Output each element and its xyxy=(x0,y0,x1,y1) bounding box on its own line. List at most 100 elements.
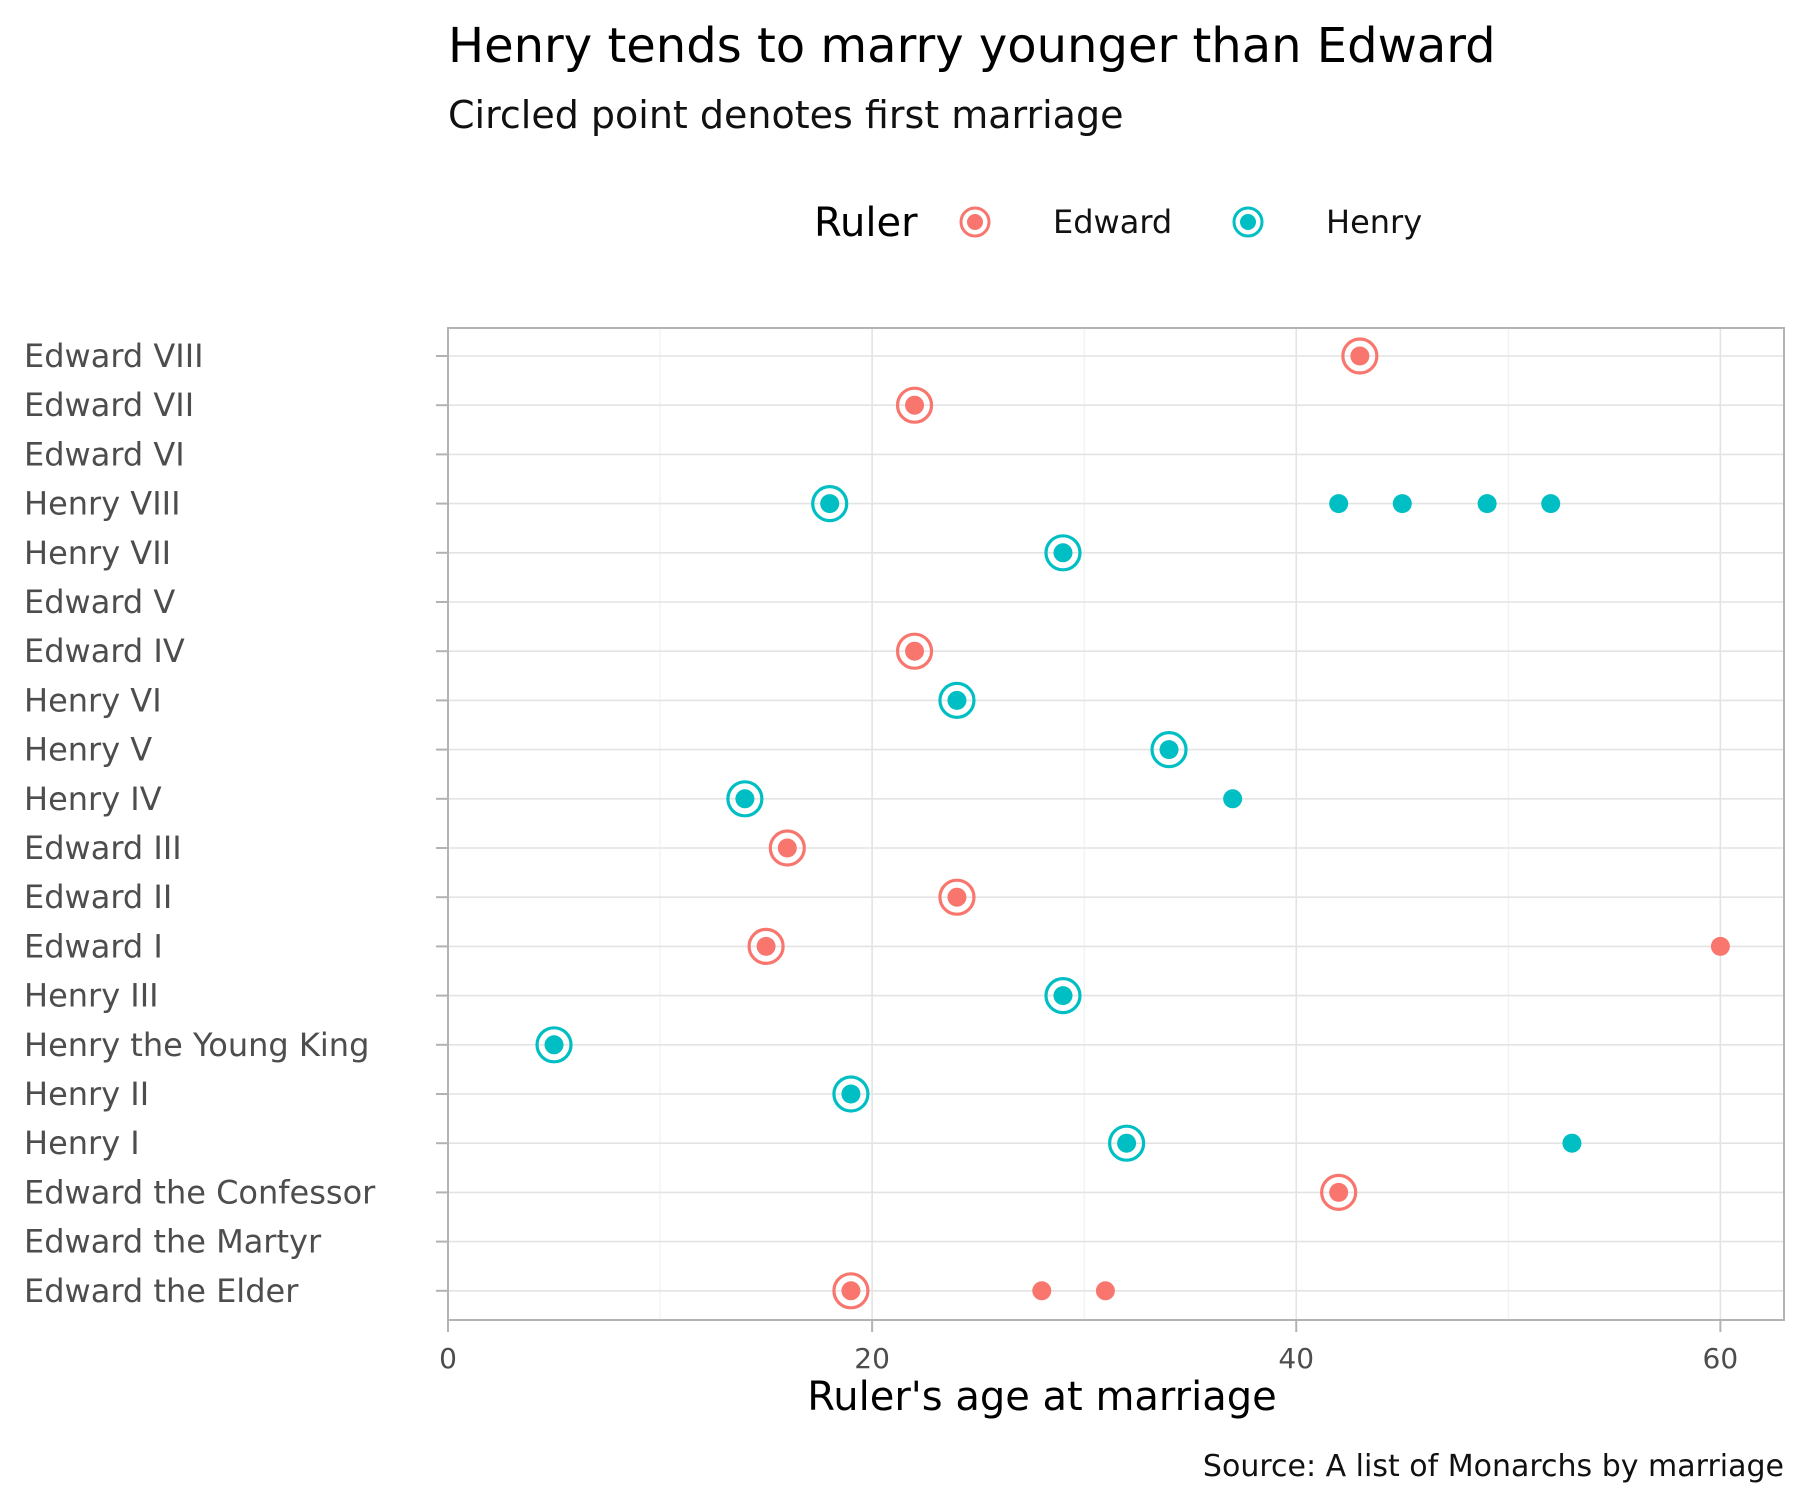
first-marriage-ring xyxy=(811,485,849,523)
y-axis: Edward VIII Edward VII Edward VI Henry VIII… xyxy=(24,337,448,1310)
point-henry-henry-viii xyxy=(1541,494,1561,514)
legend-ring xyxy=(959,206,991,238)
x-tick-label: 0 xyxy=(439,1342,457,1375)
marriage-dot xyxy=(756,936,776,956)
marriage-dot xyxy=(1053,543,1073,563)
marriage-dot xyxy=(1562,1133,1582,1153)
y-tick-label-edward-i: Edward I xyxy=(24,927,163,965)
x-tick-label: 40 xyxy=(1278,1342,1314,1375)
point-henry-henry-i xyxy=(1562,1133,1582,1153)
legend-items: Edward Henry xyxy=(959,203,1422,241)
point-henry-henry-i xyxy=(1108,1124,1146,1162)
point-henry-henry-iv xyxy=(1223,789,1243,809)
first-marriage-ring xyxy=(938,878,976,916)
point-edward-edward-the-elder xyxy=(832,1272,870,1310)
first-marriage-ring xyxy=(938,681,976,720)
point-henry-henry-viii xyxy=(811,485,849,523)
point-edward-edward-the-elder xyxy=(1095,1281,1115,1301)
x-tick-label: 60 xyxy=(1703,1342,1739,1375)
marriage-dot xyxy=(1477,494,1497,514)
legend-label-henry: Henry xyxy=(1326,203,1422,241)
chart-title: Henry tends to marry younger than Edward xyxy=(448,18,1496,74)
point-henry-henry-vii xyxy=(1044,534,1082,572)
y-tick-label-edward-vi: Edward VI xyxy=(24,435,185,473)
x-tick-label: 20 xyxy=(854,1342,890,1375)
marriage-dot xyxy=(735,789,755,809)
first-marriage-ring xyxy=(1108,1124,1146,1162)
x-axis: 0 20 40 60 xyxy=(439,1320,1738,1375)
y-tick-label-henry-ii: Henry II xyxy=(24,1075,149,1113)
point-henry-henry-ii xyxy=(832,1075,870,1113)
first-marriage-ring xyxy=(768,829,806,867)
marriage-dot xyxy=(1117,1133,1137,1153)
marriage-dot xyxy=(947,690,967,710)
marriage-dot xyxy=(1329,1182,1349,1202)
y-tick-label-edward-the-elder: Edward the Elder xyxy=(24,1272,299,1310)
first-marriage-ring xyxy=(1150,730,1188,769)
y-tick-label-edward-viii: Edward VIII xyxy=(24,337,204,375)
y-tick-label-edward-the-martyr: Edward the Martyr xyxy=(24,1223,322,1261)
x-axis-label: Ruler's age at marriage xyxy=(807,1374,1277,1420)
first-marriage-ring xyxy=(895,632,934,670)
point-edward-edward-the-elder xyxy=(1032,1281,1052,1301)
marriage-dot xyxy=(1159,740,1179,760)
grid xyxy=(447,328,1784,1320)
point-edward-edward-iv xyxy=(895,632,934,670)
point-henry-henry-viii xyxy=(1392,494,1412,514)
point-edward-edward-viii xyxy=(1341,337,1379,375)
marriage-dot xyxy=(544,1035,564,1055)
first-marriage-ring xyxy=(895,386,934,424)
marriage-dot xyxy=(1392,494,1412,514)
first-marriage-ring xyxy=(1044,534,1082,572)
marriage-dot xyxy=(841,1084,861,1104)
y-tick-label-edward-ii: Edward II xyxy=(24,878,172,916)
legend-item-edward: Edward xyxy=(959,203,1172,241)
first-marriage-ring xyxy=(832,1075,870,1113)
y-tick-label-edward-iv: Edward IV xyxy=(24,632,185,670)
point-edward-edward-vii xyxy=(895,386,934,424)
marriage-dot xyxy=(947,887,967,907)
marriage-dot xyxy=(1329,494,1349,514)
legend: Ruler Edward Henry xyxy=(814,200,1422,246)
marriage-dot xyxy=(905,395,925,415)
data-points xyxy=(535,337,1730,1310)
legend-dot xyxy=(1240,214,1256,230)
point-henry-henry-v xyxy=(1150,730,1188,769)
first-marriage-ring xyxy=(1044,976,1082,1015)
point-edward-edward-i xyxy=(747,927,785,966)
point-henry-henry-vi xyxy=(938,681,976,720)
legend-title: Ruler xyxy=(814,200,918,246)
marriage-dot xyxy=(905,641,925,661)
marriage-dot xyxy=(1710,936,1730,956)
y-tick-label-henry-viii: Henry VIII xyxy=(24,485,181,523)
y-tick-label-edward-iii: Edward III xyxy=(24,829,182,867)
chart-caption: Source: A list of Monarchs by marriage xyxy=(1203,1449,1784,1484)
first-marriage-ring xyxy=(726,780,764,818)
legend-item-henry: Henry xyxy=(1232,203,1422,241)
y-tick-label-edward-v: Edward V xyxy=(24,583,175,621)
legend-dot xyxy=(967,214,983,230)
point-edward-edward-iii xyxy=(768,829,806,867)
y-tick-label-edward-the-confessor: Edward the Confessor xyxy=(24,1173,376,1211)
marriage-dot xyxy=(777,838,797,858)
y-tick-label-henry-iii: Henry III xyxy=(24,977,159,1015)
point-edward-edward-i xyxy=(1710,936,1730,956)
y-tick-label-edward-vii: Edward VII xyxy=(24,386,194,424)
point-henry-henry-iii xyxy=(1044,976,1082,1015)
point-henry-henry-iv xyxy=(726,780,764,818)
marriage-dot xyxy=(1350,346,1370,366)
point-henry-henry-viii xyxy=(1477,494,1497,514)
plot-panel xyxy=(447,327,1785,1321)
y-tick-label-henry-vii: Henry VII xyxy=(24,534,171,572)
point-henry-henry-viii xyxy=(1329,494,1349,514)
marriage-dot xyxy=(841,1281,861,1301)
legend-ring xyxy=(1232,206,1264,238)
first-marriage-ring xyxy=(1341,337,1379,375)
chart-subtitle: Circled point denotes first marriage xyxy=(448,93,1123,137)
y-tick-label-henry-i: Henry I xyxy=(24,1124,140,1162)
first-marriage-ring xyxy=(747,927,785,966)
marriage-dot xyxy=(1095,1281,1115,1301)
marriage-dot xyxy=(1541,494,1561,514)
first-marriage-ring xyxy=(535,1026,573,1064)
